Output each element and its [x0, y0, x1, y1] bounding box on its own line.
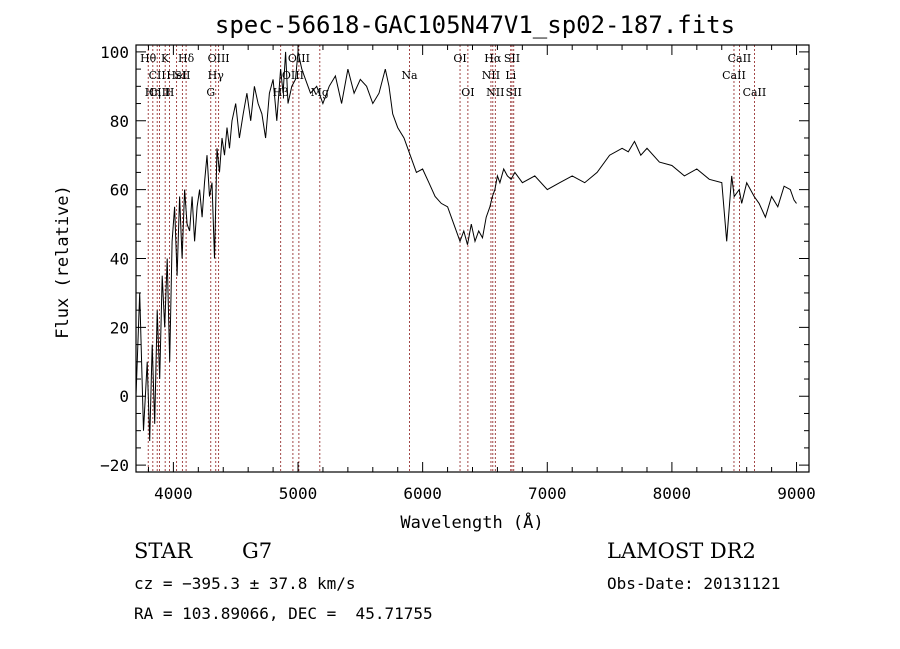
- spectral-line-label: H: [165, 86, 175, 99]
- spectral-line-label: Mg: [311, 86, 329, 99]
- x-tick-label: 7000: [528, 484, 567, 503]
- spectral-line-label: Hθ: [140, 52, 157, 65]
- spectral-line-markers: [147, 45, 755, 472]
- survey-name: LAMOST DR2: [607, 539, 756, 563]
- spectral-line-label: SII: [174, 69, 190, 82]
- spectral-line-label: Na: [401, 69, 418, 82]
- spectral-line-label: Li: [505, 69, 516, 82]
- y-tick-label: −20: [100, 456, 129, 475]
- spectral-line-label: Hβ: [273, 86, 289, 99]
- spectral-line-label: CaII: [722, 69, 746, 82]
- x-axis-ticks: 4000 5000 6000 7000 8000 9000: [147, 45, 816, 503]
- coordinates: RA = 103.89066, DEC = 45.71755: [134, 604, 433, 623]
- spectral-line-label: CII: [149, 69, 166, 82]
- spectral-line-label: NII: [486, 86, 504, 99]
- y-tick-label: 0: [119, 387, 129, 406]
- x-axis-label: Wavelength (Å): [400, 511, 543, 533]
- spectral-line-label: CIII: [149, 86, 170, 99]
- spectral-line-label: Hα: [484, 52, 502, 65]
- object-subclass: G7: [242, 539, 273, 563]
- y-axis-label: Flux (relative): [53, 185, 73, 339]
- observation-date: Obs-Date: 20131121: [607, 574, 781, 593]
- plot-frame: [135, 44, 810, 473]
- x-tick-label: 8000: [653, 484, 692, 503]
- spectral-line-label: OIII: [208, 52, 230, 65]
- y-tick-label: 40: [110, 250, 129, 269]
- y-axis-ticks: −20 0 20 40 60 80 100: [100, 43, 809, 475]
- x-tick-label: 6000: [403, 484, 442, 503]
- spectral-line-label: Hδ: [178, 52, 195, 65]
- chart-title: spec-56618-GAC105N47V1_sp02-187.fits: [215, 11, 735, 39]
- object-type: STAR: [134, 539, 193, 563]
- x-tick-label: 9000: [777, 484, 816, 503]
- y-tick-label: 20: [110, 318, 129, 337]
- spectral-line-label: Hγ: [208, 69, 225, 82]
- spectral-line-label: OI: [453, 52, 466, 65]
- spectral-line-label: CaII: [743, 86, 767, 99]
- spectral-line-label: NII: [482, 69, 500, 82]
- y-tick-label: 80: [110, 112, 129, 131]
- y-tick-label: 60: [110, 181, 129, 200]
- spectral-line-label: OIII: [288, 52, 310, 65]
- spectral-line-label: HeI: [166, 69, 186, 82]
- x-tick-label: 5000: [279, 484, 318, 503]
- redshift-cz: cz = −395.3 ± 37.8 km/s: [134, 574, 356, 593]
- x-tick-label: 4000: [154, 484, 193, 503]
- spectral-line-label: SII: [506, 86, 522, 99]
- spectral-line-label: OIII: [282, 69, 304, 82]
- y-tick-label: 100: [100, 43, 129, 62]
- spectrum-line: [135, 51, 797, 442]
- spectral-line-label: SII: [504, 52, 520, 65]
- spectral-line-label: OI: [461, 86, 474, 99]
- spectral-line-label: Hη: [145, 86, 161, 99]
- spectral-line-label: K: [161, 52, 170, 65]
- spectral-line-labels: HθHηCIICIIIKHHeISIIHδGHγOIIIHβOIIIOIIIMg…: [140, 52, 766, 99]
- spectral-line-label: CaII: [728, 52, 752, 65]
- spectral-line-label: G: [206, 86, 215, 99]
